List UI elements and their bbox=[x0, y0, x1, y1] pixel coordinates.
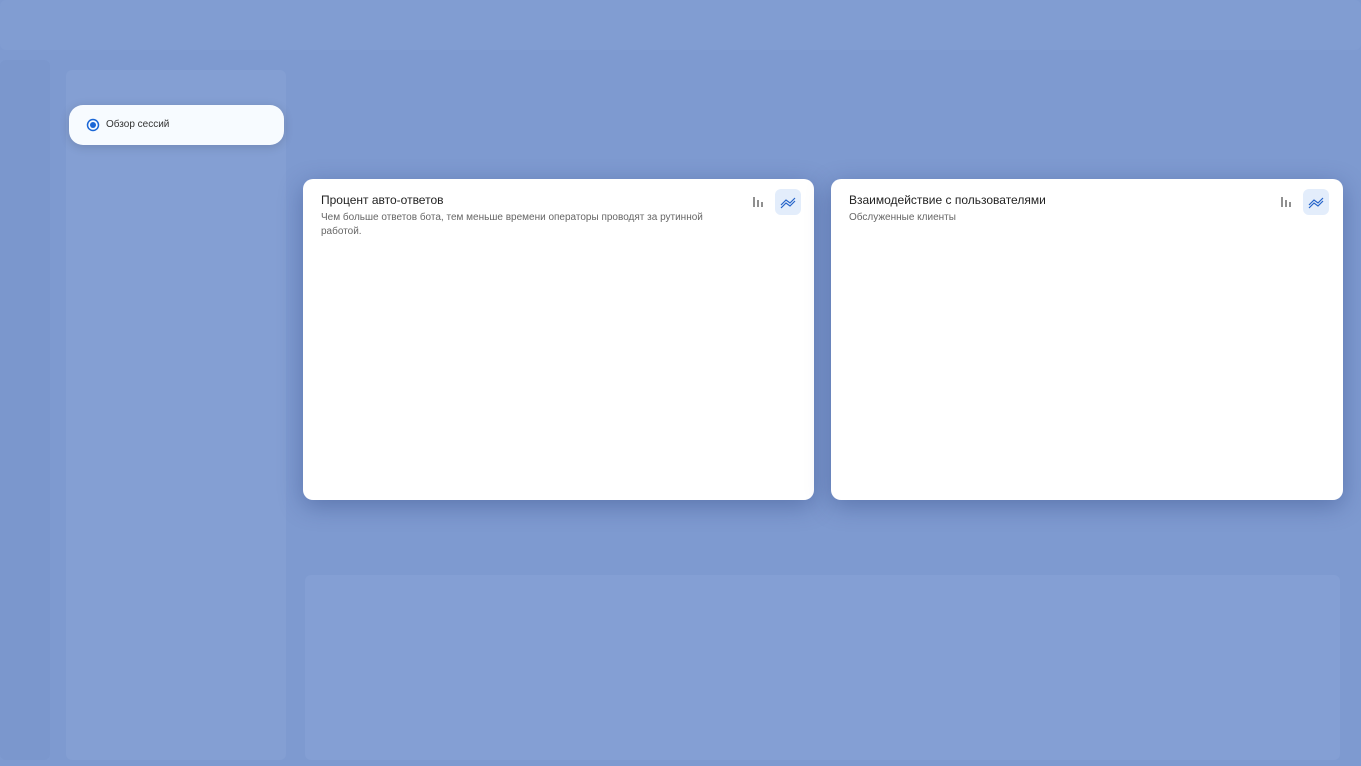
chart-card: Процент авто-ответов Чем больше ответов … bbox=[303, 179, 814, 500]
line-toggle[interactable] bbox=[775, 189, 801, 215]
top-bar bbox=[0, 0, 1361, 50]
table-area bbox=[305, 575, 1340, 760]
sidebar bbox=[0, 60, 50, 760]
menu-panel bbox=[66, 70, 286, 760]
chart-title: Процент авто-ответов bbox=[321, 193, 444, 207]
radio bbox=[86, 118, 100, 132]
bar-toggle[interactable]: 81.582.082.583.083.584.084.585.085.586.0… bbox=[746, 189, 772, 215]
chart bbox=[303, 179, 814, 500]
chart bbox=[831, 179, 1343, 500]
bar-toggle[interactable]: 05010015020025030035040045030 сент.1 окт… bbox=[1274, 189, 1300, 215]
chart-subtitle: Чем больше ответов бота, тем меньше врем… bbox=[321, 212, 703, 237]
menu-label: Обзор сессий bbox=[106, 119, 170, 130]
line-toggle[interactable] bbox=[1303, 189, 1329, 215]
chart-card: Взаимодействие с пользователями Обслужен… bbox=[831, 179, 1343, 500]
chart-title: Взаимодействие с пользователями bbox=[849, 193, 1046, 207]
chart-subtitle: Обслуженные клиенты bbox=[849, 212, 956, 223]
menu-item[interactable]: Обзор сессий bbox=[69, 105, 284, 145]
